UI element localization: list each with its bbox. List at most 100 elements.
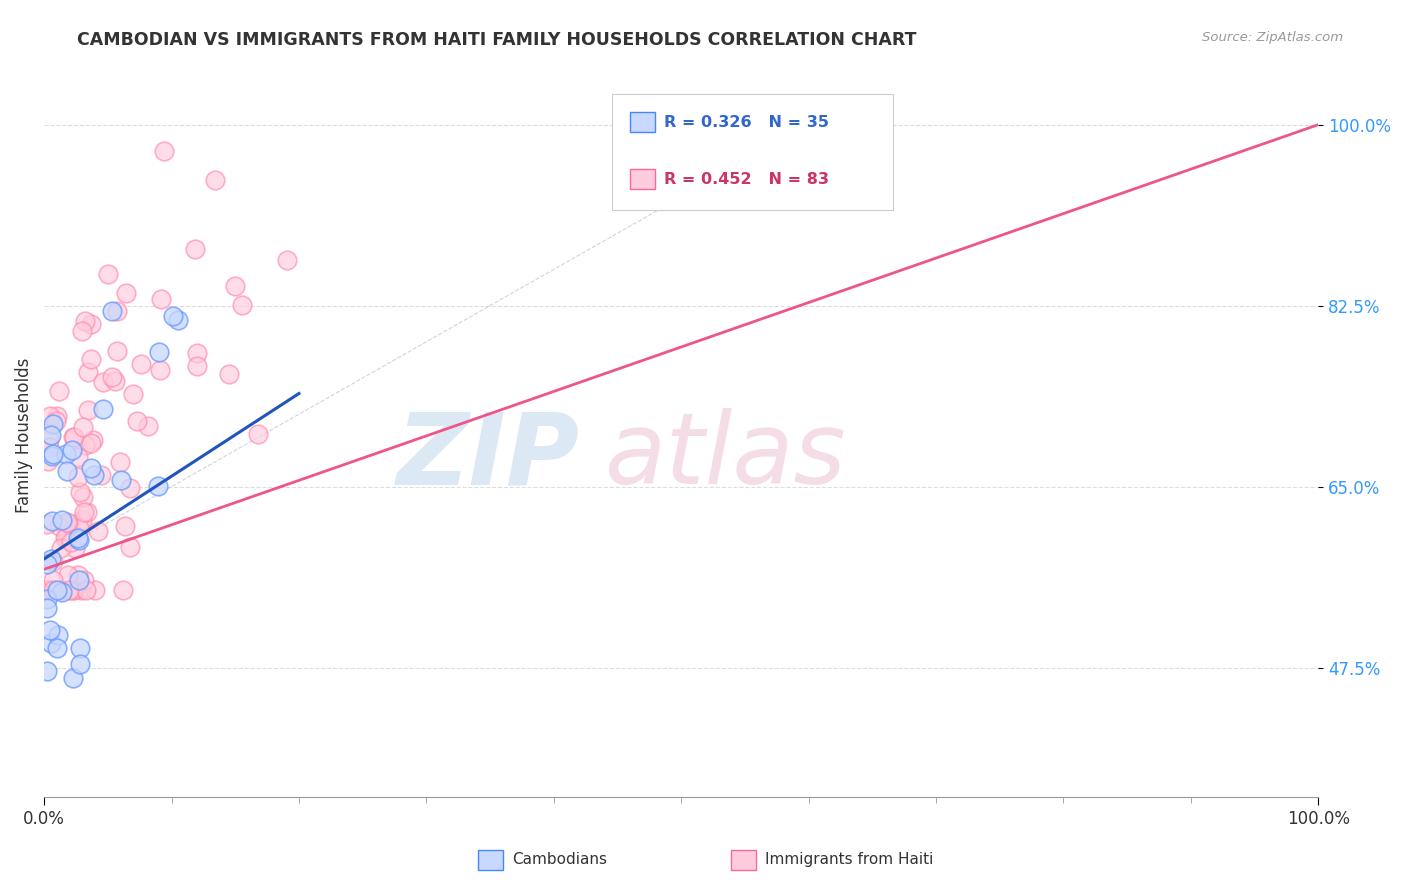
Text: R = 0.452   N = 83: R = 0.452 N = 83 — [664, 172, 828, 186]
Point — [56, 526, 79, 541]
Point — [77, 403, 100, 417]
Point — [67, 531, 90, 545]
Point — [56, 516, 79, 530]
Point — [90, 467, 112, 482]
Point — [39, 428, 62, 442]
Point — [72, 491, 94, 505]
Point — [69, 485, 91, 500]
Point — [55, 447, 77, 461]
Point — [136, 419, 159, 434]
Point — [62, 671, 84, 685]
Point — [115, 286, 138, 301]
Point — [42, 582, 65, 597]
Point — [67, 533, 90, 547]
Point — [120, 481, 142, 495]
Point — [45, 414, 67, 428]
Point — [162, 310, 184, 324]
Y-axis label: Family Households: Family Households — [15, 357, 32, 513]
Point — [56, 567, 79, 582]
Point — [129, 357, 152, 371]
Point — [101, 303, 124, 318]
Point — [101, 370, 124, 384]
Point — [148, 344, 170, 359]
Point — [146, 478, 169, 492]
Text: atlas: atlas — [605, 408, 846, 505]
Point — [38, 623, 60, 637]
Point — [56, 515, 79, 529]
Point — [246, 427, 269, 442]
Point — [276, 252, 298, 267]
Point — [73, 505, 96, 519]
Point — [83, 582, 105, 597]
Point — [53, 531, 76, 545]
Point — [69, 640, 91, 655]
Point — [120, 541, 142, 555]
Point — [46, 628, 69, 642]
Point — [51, 513, 73, 527]
Point — [218, 367, 240, 381]
Point — [63, 541, 86, 555]
Point — [41, 449, 63, 463]
Point — [70, 582, 93, 597]
Point — [59, 534, 82, 549]
Point — [80, 351, 103, 366]
Point — [39, 409, 62, 424]
Point — [149, 362, 172, 376]
Point — [62, 430, 84, 444]
Point — [153, 144, 176, 158]
Point — [87, 524, 110, 538]
Point — [35, 558, 58, 572]
Point — [111, 582, 134, 597]
Text: Source: ZipAtlas.com: Source: ZipAtlas.com — [1202, 31, 1343, 45]
Point — [204, 173, 226, 187]
Point — [91, 375, 114, 389]
Point — [56, 464, 79, 478]
Point — [46, 640, 69, 655]
Point — [35, 600, 58, 615]
Point — [67, 521, 90, 535]
Point — [114, 519, 136, 533]
Point — [48, 384, 70, 398]
Point — [150, 292, 173, 306]
Point — [80, 436, 103, 450]
Point — [42, 554, 65, 568]
Point — [73, 573, 96, 587]
Point — [91, 401, 114, 416]
Point — [186, 359, 208, 374]
Point — [62, 430, 84, 444]
Point — [46, 582, 69, 597]
Point — [51, 584, 73, 599]
Point — [97, 268, 120, 282]
Text: Cambodians: Cambodians — [512, 853, 607, 867]
Point — [70, 324, 93, 338]
Point — [67, 573, 90, 587]
Point — [58, 582, 80, 597]
Point — [127, 414, 149, 428]
Point — [35, 592, 58, 607]
Point — [83, 467, 105, 482]
Point — [75, 438, 97, 452]
Point — [77, 365, 100, 379]
Point — [80, 317, 103, 331]
Point — [184, 242, 207, 256]
Point — [103, 374, 125, 388]
Point — [48, 519, 70, 533]
Point — [45, 409, 67, 423]
Point — [80, 461, 103, 475]
Point — [38, 433, 60, 447]
Text: Immigrants from Haiti: Immigrants from Haiti — [765, 853, 934, 867]
Point — [110, 473, 132, 487]
Point — [42, 573, 65, 587]
Text: R = 0.326   N = 35: R = 0.326 N = 35 — [664, 115, 828, 129]
Point — [72, 420, 94, 434]
Point — [67, 568, 90, 582]
Point — [41, 514, 63, 528]
Point — [60, 582, 83, 597]
Point — [35, 582, 58, 597]
Point — [224, 279, 246, 293]
Point — [42, 417, 65, 432]
Point — [55, 532, 77, 546]
Point — [186, 346, 208, 360]
Point — [35, 517, 58, 532]
Point — [37, 454, 59, 468]
